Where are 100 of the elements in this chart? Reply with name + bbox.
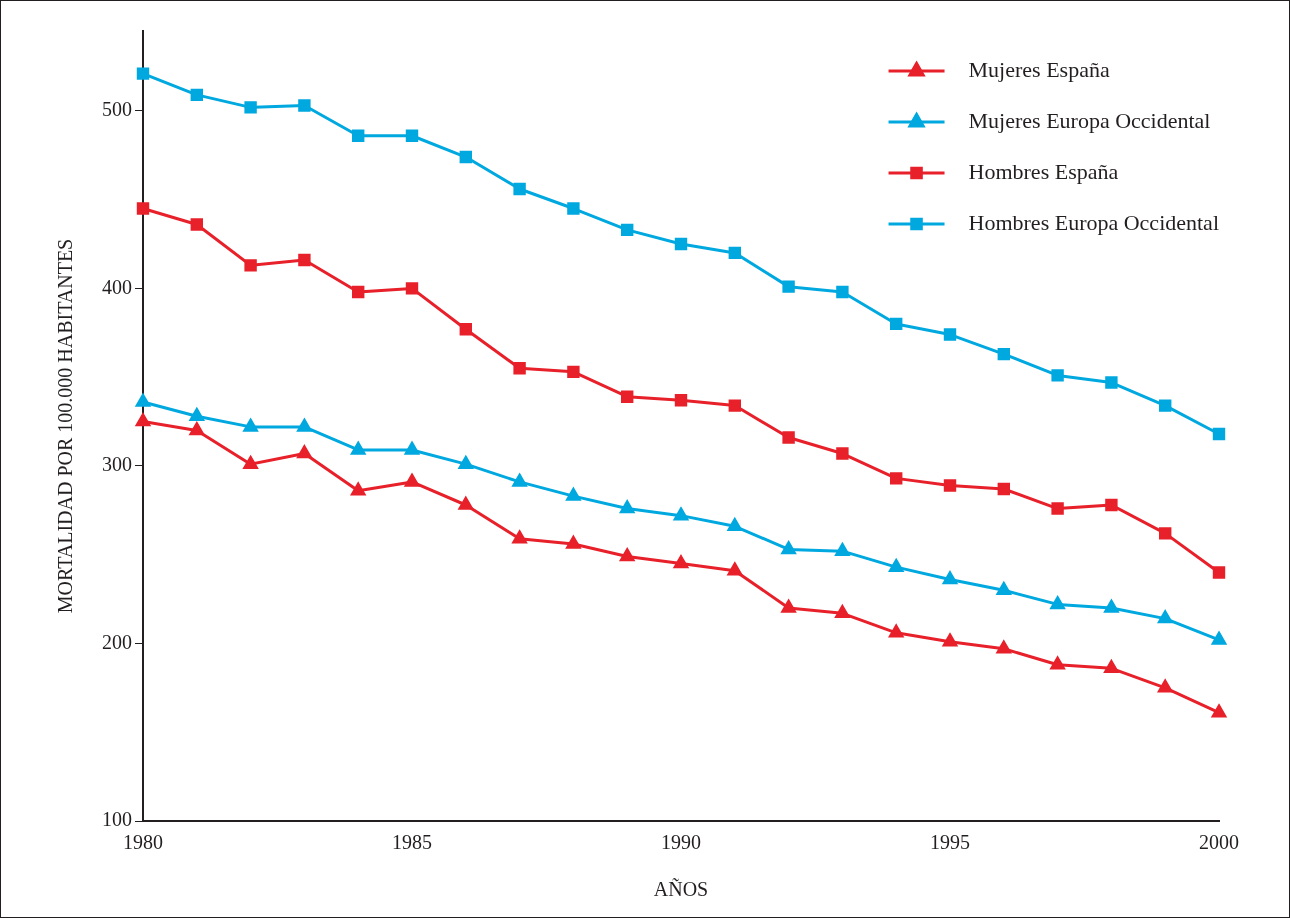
point [297,418,312,432]
point [243,455,258,469]
point [1159,399,1172,412]
point [244,101,257,114]
point [136,67,150,80]
point [405,129,419,142]
legend-label: Hombres España [968,158,1119,184]
point [621,223,634,237]
point [1212,427,1226,441]
point [781,599,796,613]
point [835,542,850,556]
point [942,571,958,585]
point [190,88,203,102]
point [943,479,957,492]
y-tick-label: 200 [102,630,132,653]
legend-label: Mujeres España [968,56,1110,82]
point [782,280,795,293]
point [512,473,527,487]
point [1104,660,1119,674]
legend-label: Mujeres Europa Occidental [968,107,1211,133]
point [459,323,472,336]
point [136,202,150,215]
point [1051,369,1064,382]
point [297,445,312,459]
point [459,150,472,164]
point [350,482,366,496]
point [1212,566,1226,579]
point [566,487,581,501]
point [1050,656,1065,670]
x-axis-title: AÑOS [653,877,709,901]
point [674,394,688,407]
point [405,282,419,295]
point [1051,502,1064,515]
point [243,418,258,432]
point [997,347,1010,361]
point [189,422,205,436]
point [350,441,366,455]
point [996,640,1012,654]
point [566,535,581,549]
point [567,365,580,379]
y-tick-label: 300 [102,453,132,476]
point [619,500,635,514]
point [513,182,526,196]
point [890,317,903,331]
point [888,558,904,572]
point [298,99,311,112]
point [674,237,688,251]
point [352,129,365,142]
point [512,530,527,544]
point [673,555,689,569]
legend-label: Hombres Europa Occidental [968,209,1219,235]
y-tick-label: 500 [102,98,132,121]
x-tick-label: 1980 [123,831,163,854]
x-tick-label: 2000 [1199,831,1239,854]
y-axis-title: MORTALIDAD POR 100.000 HABITANTES [54,238,77,614]
x-tick-label: 1995 [930,831,970,854]
point [1211,704,1227,718]
point [888,624,904,638]
point [673,507,689,521]
point [244,259,257,272]
point [189,407,205,421]
point [619,548,635,562]
point [404,473,420,487]
point [404,441,420,455]
point [727,562,743,576]
point [781,541,796,555]
point [727,518,743,532]
point [942,633,958,647]
point [997,482,1010,496]
point [458,496,474,510]
x-tick-label: 1985 [392,831,432,854]
point [1157,610,1173,624]
point [298,253,311,267]
point [458,455,474,469]
point [1211,631,1227,645]
x-tick-label: 1990 [661,831,701,854]
point [835,605,850,619]
point [1104,599,1119,613]
point [836,447,849,460]
point [1105,498,1118,512]
point [943,328,957,341]
point [352,285,365,299]
y-tick-label: 400 [102,275,132,298]
point [728,399,741,412]
point [135,393,151,407]
point [567,202,580,215]
point [996,581,1012,595]
point [1157,679,1173,693]
point [621,390,634,403]
point [1159,527,1172,540]
point [513,362,526,375]
point [890,472,903,485]
point [1105,376,1118,389]
point [782,431,795,444]
y-tick-label: 100 [102,808,132,831]
point [135,413,151,427]
point [1050,596,1065,610]
point [836,285,849,299]
point [728,246,741,260]
point [190,218,203,231]
